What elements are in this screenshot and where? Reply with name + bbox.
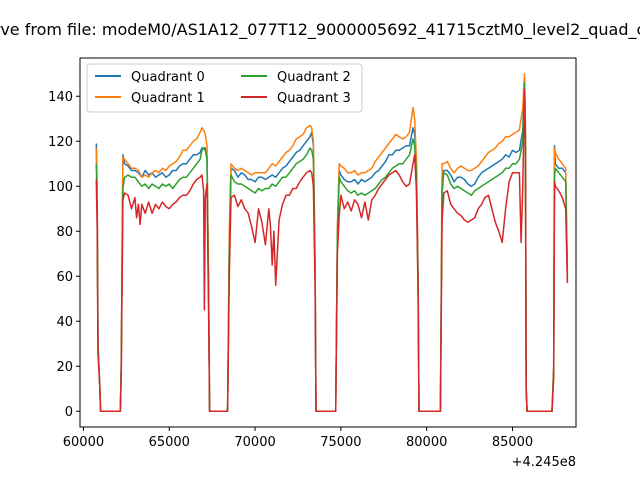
x-tick-label: 60000: [63, 435, 104, 450]
series-line-quadrant-3: [95, 88, 569, 413]
y-axis: 0 20 40 60 80 100 120 140: [48, 90, 80, 420]
legend-label: Quadrant 2: [277, 70, 351, 85]
legend-frame: [86, 63, 363, 113]
legend-label: Quadrant 0: [131, 70, 205, 85]
y-tick-label: 20: [56, 360, 73, 375]
y-tick-label: 140: [48, 90, 73, 105]
y-tick-label: 120: [48, 135, 73, 150]
x-axis-offset-label: +4.245e8: [512, 455, 576, 470]
x-tick-label: 80000: [406, 435, 447, 450]
series-lines: [95, 73, 569, 413]
y-tick-label: 80: [56, 225, 73, 240]
x-tick-label: 85000: [492, 435, 533, 450]
plot-frame: [79, 57, 577, 428]
y-tick-label: 60: [56, 270, 73, 285]
x-axis: 60000 65000 70000 75000 80000 85000: [63, 427, 533, 450]
y-tick-label: 40: [56, 315, 73, 330]
chart-title: Light curve from file: modeM0/AS1A12_077…: [0, 20, 640, 40]
y-tick-label: 0: [65, 405, 73, 420]
x-tick-label: 65000: [149, 435, 190, 450]
x-tick-label: 75000: [320, 435, 361, 450]
x-tick-label: 70000: [234, 435, 275, 450]
legend: Quadrant 0 Quadrant 1 Quadrant 2 Quadrant 3: [86, 63, 363, 113]
legend-label: Quadrant 1: [131, 91, 205, 106]
legend-label: Quadrant 3: [277, 91, 351, 106]
y-tick-label: 100: [48, 180, 73, 195]
